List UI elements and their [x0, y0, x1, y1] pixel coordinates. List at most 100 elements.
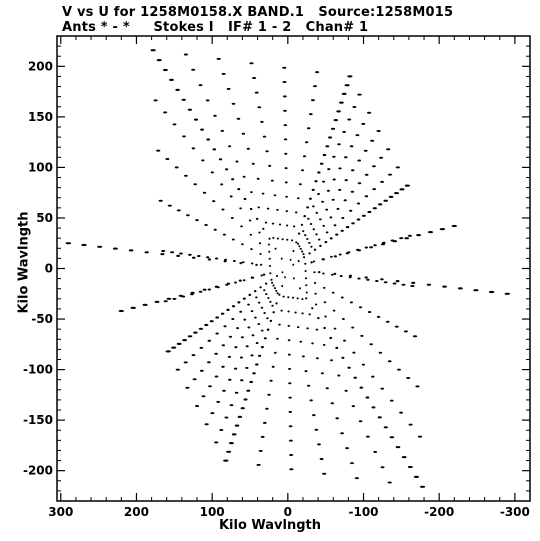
uv-point	[347, 366, 351, 369]
uv-point	[403, 330, 408, 333]
uv-point	[231, 102, 236, 105]
uv-point	[349, 145, 354, 148]
uv-point	[303, 215, 306, 218]
uv-point	[258, 449, 263, 452]
uv-point	[204, 323, 209, 327]
uv-point	[207, 339, 212, 342]
uv-point	[324, 315, 327, 318]
uv-point	[158, 199, 163, 202]
uv-point	[363, 149, 368, 152]
uv-point	[291, 296, 295, 299]
uv-point	[282, 295, 285, 298]
uv-point	[361, 122, 366, 125]
uv-point	[255, 342, 259, 344]
uv-point	[265, 150, 269, 153]
uv-point	[399, 237, 404, 240]
uv-point	[364, 195, 369, 198]
uv-point	[252, 77, 257, 79]
uv-point	[335, 233, 339, 236]
uv-point	[341, 318, 345, 320]
uv-point	[184, 174, 188, 177]
y-tick-label: 0	[45, 262, 53, 276]
uv-point	[288, 410, 293, 413]
uv-point	[321, 200, 325, 203]
uv-point	[326, 189, 330, 192]
uv-point	[241, 243, 244, 246]
uv-point	[317, 317, 320, 320]
uv-point	[358, 420, 363, 423]
uv-point	[278, 323, 281, 326]
uv-point	[276, 208, 279, 211]
uv-point	[340, 432, 344, 435]
uv-point	[331, 198, 335, 201]
uv-point	[332, 178, 336, 181]
plot-frame	[56, 35, 531, 502]
uv-point	[386, 148, 391, 151]
uv-point	[380, 466, 385, 469]
uv-point	[388, 195, 394, 198]
uv-point	[309, 223, 313, 225]
uv-point	[282, 81, 287, 83]
uv-point	[276, 292, 279, 295]
uv-point	[192, 256, 196, 259]
uv-point	[304, 277, 308, 280]
y-tick-label: 150	[28, 110, 53, 124]
uv-point	[407, 234, 412, 237]
uv-point	[242, 279, 246, 282]
uv-point	[222, 389, 226, 392]
uv-point	[260, 306, 264, 309]
uv-point	[322, 286, 326, 289]
uv-point	[242, 175, 246, 178]
uv-point	[349, 462, 355, 465]
uv-point	[308, 113, 313, 116]
uv-point	[204, 423, 209, 426]
uv-point	[305, 284, 308, 287]
uv-point	[399, 411, 404, 414]
uv-point	[380, 243, 386, 246]
uv-point	[302, 253, 305, 256]
uv-point	[265, 407, 269, 410]
uv-point	[302, 230, 305, 233]
uv-point	[204, 224, 208, 226]
uv-point	[257, 301, 261, 304]
uv-point	[240, 225, 243, 228]
uv-point	[221, 208, 225, 211]
uv-point	[387, 481, 392, 484]
uv-point	[226, 282, 231, 285]
uv-point	[199, 346, 204, 349]
uv-point	[165, 350, 171, 353]
uv-point	[280, 257, 283, 260]
uv-point	[329, 237, 333, 240]
uv-point	[315, 233, 318, 236]
uv-point	[275, 302, 278, 305]
uv-point	[239, 262, 243, 265]
uv-point	[163, 300, 168, 303]
uv-point	[198, 84, 203, 87]
uv-point	[176, 209, 181, 212]
y-tick-label: -200	[23, 464, 53, 478]
uv-point	[380, 387, 384, 390]
uv-point	[328, 136, 333, 139]
uv-point	[318, 218, 322, 221]
uv-point	[254, 316, 257, 319]
uv-point	[355, 134, 360, 137]
uv-point	[353, 376, 357, 379]
uv-point	[182, 339, 187, 342]
uv-point	[376, 130, 381, 132]
uv-point	[231, 178, 235, 181]
uv-point	[338, 188, 342, 191]
uv-point	[144, 251, 149, 254]
uv-point	[442, 285, 447, 288]
uv-point	[245, 345, 249, 348]
uv-point	[271, 304, 274, 307]
uv-point	[380, 180, 385, 183]
uv-point	[243, 318, 247, 321]
uv-point	[298, 245, 301, 248]
uv-point	[352, 106, 357, 108]
uv-point	[404, 237, 409, 240]
uv-point	[296, 326, 300, 329]
uv-point	[156, 149, 161, 152]
uv-point	[81, 243, 87, 247]
uv-point	[224, 168, 229, 171]
uv-point	[357, 159, 362, 162]
